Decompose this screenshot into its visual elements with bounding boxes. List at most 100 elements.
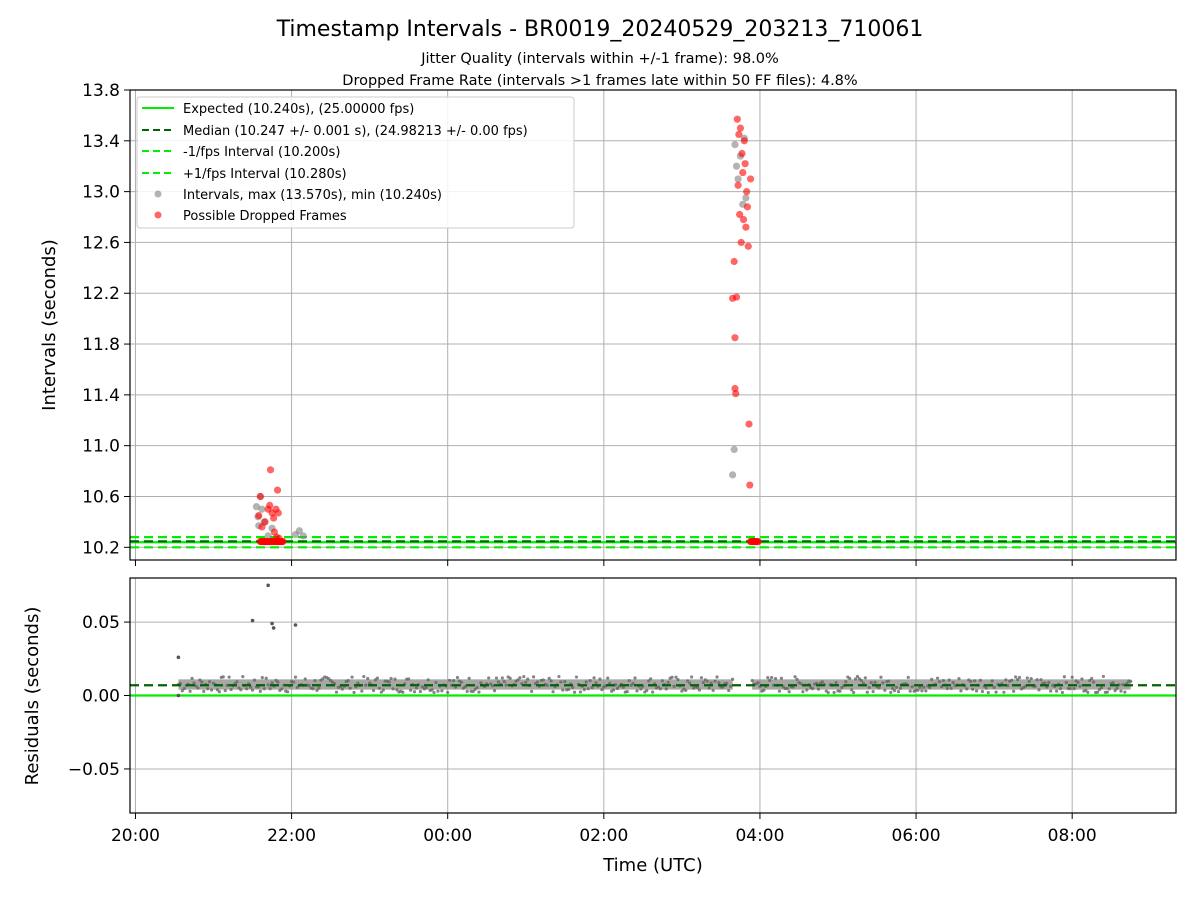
residual-point <box>541 678 545 682</box>
residual-point <box>908 689 912 693</box>
dropped-frame-point <box>738 149 746 158</box>
residual-point <box>766 676 770 680</box>
residual-point <box>713 679 717 683</box>
interval-point <box>299 532 307 540</box>
residual-point <box>391 687 395 691</box>
residual-point <box>225 683 229 687</box>
intervals-y-tick-label: 12.6 <box>82 233 120 253</box>
residual-point <box>1029 676 1033 681</box>
residuals-y-tick-label: 0.00 <box>82 687 120 707</box>
residual-point <box>348 686 352 690</box>
residual-point <box>1107 687 1111 691</box>
residual-point <box>494 676 499 680</box>
dropped-frame-point <box>261 518 269 526</box>
dropped-frame-point <box>742 223 750 231</box>
residual-point <box>313 678 317 683</box>
residual-point <box>563 680 567 684</box>
residual-point <box>360 689 364 693</box>
residual-point <box>227 675 231 679</box>
residual-point <box>666 680 670 685</box>
residual-point <box>557 674 561 679</box>
residual-point <box>631 682 635 686</box>
residual-point <box>891 686 895 691</box>
legend-label-expected: Expected (10.240s), (25.00000 fps) <box>183 102 414 117</box>
residual-point <box>208 680 212 684</box>
residual-point <box>202 689 206 693</box>
residuals-y-tick-label: 0.05 <box>82 613 120 633</box>
residual-point <box>1013 675 1018 679</box>
residual-point <box>811 687 815 691</box>
residual-point <box>362 674 366 679</box>
residual-point <box>229 687 233 692</box>
residual-point <box>1012 689 1016 693</box>
residual-point <box>432 690 436 695</box>
residual-point <box>688 681 692 685</box>
residual-point <box>395 688 399 692</box>
residual-point <box>664 687 668 691</box>
residuals-x-ticks: 20:00 22:00 00:00 02:00 04:00 06:00 08:00 <box>111 813 1097 846</box>
chart-subtitle-dropped: Dropped Frame Rate (intervals >1 frames … <box>342 73 857 89</box>
legend-label-dropped: Possible Dropped Frames <box>183 209 347 224</box>
residual-point <box>412 690 417 694</box>
residual-point <box>426 678 430 682</box>
residual-point <box>844 680 848 684</box>
residual-outlier-point <box>176 655 181 660</box>
dropped-frame-point <box>736 210 744 219</box>
residual-point <box>350 675 354 679</box>
residual-point <box>892 688 897 693</box>
residual-point <box>490 684 495 688</box>
residual-point <box>994 690 998 694</box>
residual-point <box>928 685 932 690</box>
residual-point <box>729 684 733 688</box>
dropped-frame-point <box>731 334 739 342</box>
residual-point <box>633 676 637 680</box>
dropped-frame-point <box>741 160 749 168</box>
residual-point <box>504 683 508 687</box>
residual-point <box>935 676 940 680</box>
residual-point <box>206 687 210 691</box>
residual-point <box>852 690 856 695</box>
residual-point <box>1062 675 1066 679</box>
residual-point <box>356 681 360 685</box>
residual-point <box>547 676 551 680</box>
residual-point <box>879 675 883 679</box>
dropped-frame-point <box>743 203 752 211</box>
residual-point <box>674 675 678 679</box>
residual-point <box>627 678 631 683</box>
residual-point <box>1039 678 1043 682</box>
residual-point <box>578 690 583 694</box>
residual-point <box>850 688 854 692</box>
residual-outlier-point <box>270 621 274 626</box>
residual-point <box>393 677 397 681</box>
residual-point <box>871 689 875 694</box>
residual-point <box>192 681 196 685</box>
intervals-y-tick-label: 11.0 <box>82 437 120 457</box>
residual-point <box>1080 677 1084 681</box>
residual-point <box>805 688 809 692</box>
residual-point <box>377 686 382 690</box>
residual-point <box>680 689 684 693</box>
x-tick-label: 02:00 <box>579 826 628 846</box>
residual-point <box>615 686 620 691</box>
dropped-frame-point <box>744 242 752 250</box>
interval-point <box>731 141 739 149</box>
residual-point <box>194 684 198 688</box>
residual-point <box>182 687 186 691</box>
residual-point <box>1076 680 1080 684</box>
residual-point <box>1115 686 1119 691</box>
interval-point <box>295 527 303 535</box>
residual-point <box>1092 680 1096 684</box>
residual-point <box>768 678 772 682</box>
interval-point <box>730 445 738 454</box>
residual-point <box>572 690 577 694</box>
residual-point <box>840 686 844 690</box>
residual-point <box>883 688 887 692</box>
dropped-frame-point <box>273 486 282 494</box>
residual-point <box>430 688 434 692</box>
residual-point <box>465 689 469 693</box>
dropped-frame-point <box>266 501 274 509</box>
residual-point <box>264 676 268 680</box>
residual-point <box>920 689 924 693</box>
residual-point <box>1088 678 1092 683</box>
